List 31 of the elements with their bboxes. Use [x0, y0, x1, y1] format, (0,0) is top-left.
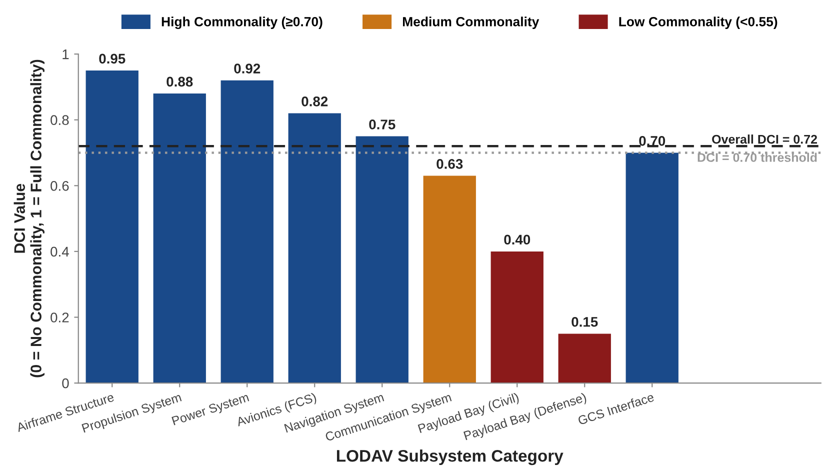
bar: [86, 70, 138, 384]
legend-label: Medium Commonality: [402, 16, 540, 29]
bar: [288, 113, 341, 384]
data-label: 0.70: [639, 136, 666, 146]
y-tick-label: 0.6: [50, 180, 69, 191]
bar: [423, 176, 476, 384]
bar: [558, 334, 611, 384]
legend-label: High Commonality (≥0.70): [162, 16, 322, 30]
y-axis-title: DCI Value (0 = No Commonality, 1 = Full Commonality): [14, 60, 44, 378]
legend-label: Low Commonality (<0.55): [619, 16, 778, 29]
y-tick-label: 1: [62, 50, 69, 60]
data-label: 0.88: [166, 76, 193, 87]
bar: [220, 80, 274, 384]
data-label: 0.92: [234, 64, 260, 74]
bar: [626, 152, 678, 384]
y-tick-label: 0.4: [50, 246, 69, 257]
data-label: 0.40: [504, 234, 530, 245]
data-label: 0.63: [436, 159, 463, 169]
y-tick-label: 0.8: [50, 115, 69, 126]
data-label: 0.82: [302, 96, 328, 106]
ref-line-label: Overall DCI = 0.72: [712, 134, 818, 144]
ref-line-label: DCI = 0.70 threshold: [698, 152, 817, 162]
data-label: 0.15: [572, 316, 598, 327]
bar: [356, 136, 408, 384]
data-label: 0.75: [369, 120, 396, 130]
bar: [490, 251, 544, 384]
y-tick-label: 0: [62, 378, 69, 388]
data-label: 0.95: [99, 54, 126, 64]
bar: [153, 94, 206, 384]
y-tick-label: 0.2: [50, 312, 69, 322]
x-axis-title: LODAV Subsystem Category: [336, 450, 564, 466]
